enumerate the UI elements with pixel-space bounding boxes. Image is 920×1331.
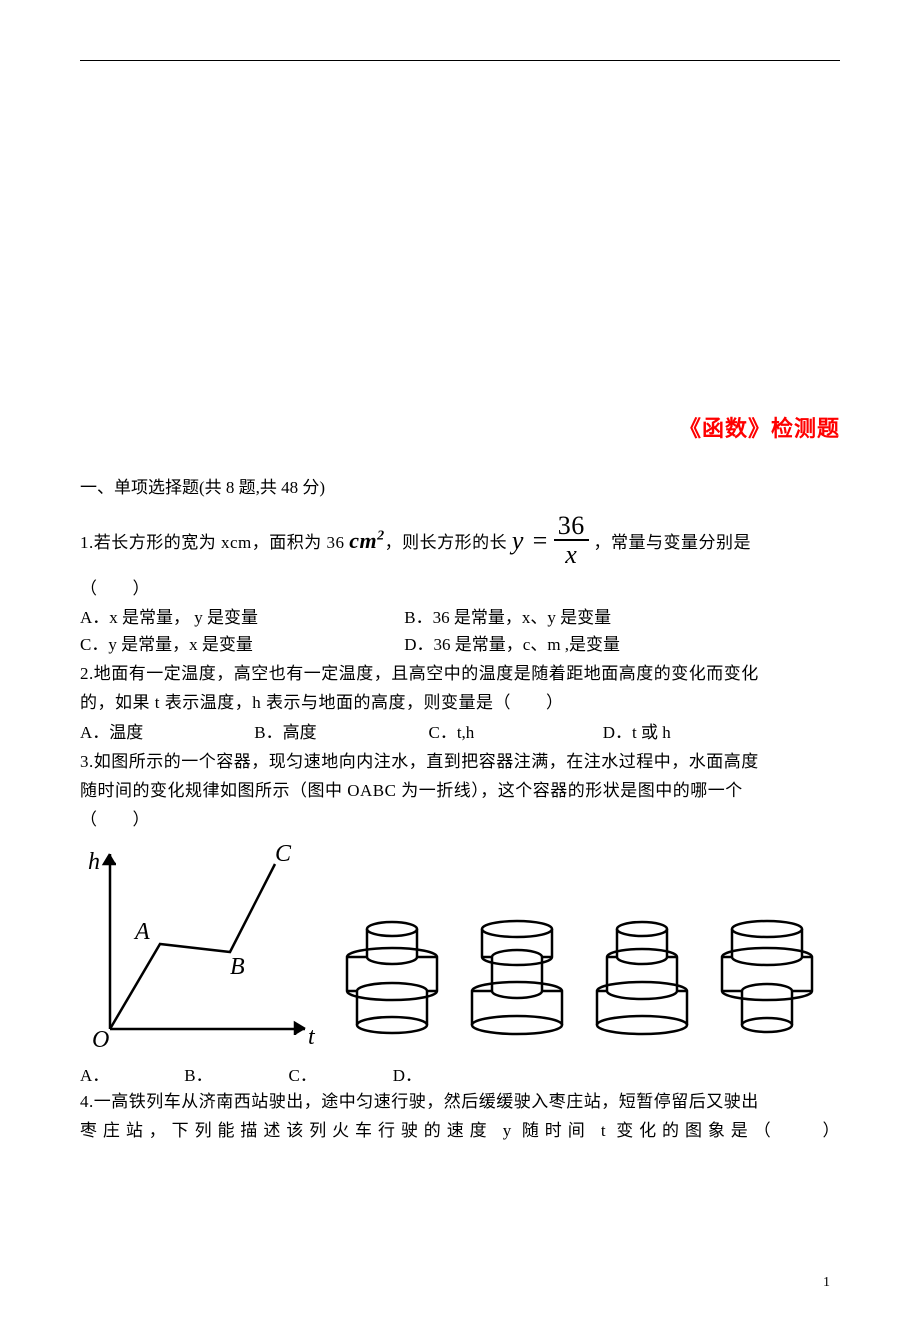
page-number: 1 [80, 1275, 840, 1291]
axis-h-label: h [88, 849, 100, 875]
q3-line1: 3.如图所示的一个容器，现匀速地向内注水，直到把容器注满，在注水过程中，水面高度 [80, 748, 840, 775]
q1-mid: ，则长方形的长 [385, 533, 508, 552]
q3-figures-row: h t O A B C [80, 839, 840, 1059]
q1-opts-row1: A．x 是常量， y 是变量 B．36 是常量，x、y 是变量 [80, 604, 840, 631]
q1-tail: ，常量与变量分别是 [594, 533, 752, 552]
cm2-unit: cm2 [349, 528, 384, 553]
container-D [705, 889, 830, 1059]
y-equals: y = [512, 520, 549, 562]
q2-optD: D．t 或 h [603, 719, 671, 746]
q3-abcd-A: A． [80, 1061, 180, 1086]
q3-line3: （ ） [80, 806, 840, 833]
section-1-label: 一、单项选择题(共 8 题,共 48 分) [80, 473, 840, 498]
q2-optA: A．温度 [80, 719, 250, 746]
q2-line2: 的，如果 t 表示温度，h 表示与地面的高度，则变量是（ ） [80, 689, 840, 716]
q1-lead: 1.若长方形的宽为 xcm，面积为 36 [80, 533, 345, 552]
axis-t-label: t [308, 1024, 316, 1050]
q1-optD: D．36 是常量，c、m ,是变量 [404, 631, 620, 658]
doc-title: 《函数》检测题 [80, 411, 840, 443]
q2-line1: 2.地面有一定温度，高空也有一定温度，且高空中的温度是随着距地面高度的变化而变化 [80, 660, 840, 687]
q1-optB: B．36 是常量，x、y 是变量 [404, 604, 611, 631]
origin-label: O [92, 1027, 109, 1053]
container-B [455, 889, 580, 1059]
q1-line1: 1.若长方形的宽为 xcm，面积为 36 cm2，则长方形的长 y = 36 x… [80, 516, 840, 573]
q1-paren: （ ） [80, 575, 840, 602]
point-B-label: B [230, 954, 245, 980]
q2-optB: B．高度 [254, 719, 424, 746]
top-rule [80, 60, 840, 61]
container-A [330, 889, 455, 1059]
fraction-36-over-x: 36 x [554, 512, 589, 569]
point-C-label: C [275, 841, 292, 867]
q3-abcd-D: D． [393, 1061, 422, 1086]
point-A-label: A [133, 919, 150, 945]
q3-abcd-B: B． [184, 1061, 284, 1086]
q2-optC: C．t,h [429, 719, 599, 746]
q4-line1: 4.一高铁列车从济南西站驶出，途中匀速行驶，然后缓缓驶入枣庄站，短暂停留后又驶出 [80, 1088, 840, 1115]
q3-line2: 随时间的变化规律如图所示（图中 OABC 为一折线），这个容器的形状是图中的哪一… [80, 777, 840, 804]
q1-optA: A．x 是常量， y 是变量 [80, 604, 400, 631]
q3-abcd-C: C． [289, 1061, 389, 1086]
q1-opts-row2: C．y 是常量，x 是变量 D．36 是常量，c、m ,是变量 [80, 631, 840, 658]
q3-abcd-row: A． B． C． D． [80, 1061, 840, 1086]
container-C [580, 889, 705, 1059]
q4-line2: 枣庄站，下列能描述该列火车行驶的速度 y 随时间 t 变化的图象是（ ） [80, 1117, 840, 1144]
q1-optC: C．y 是常量，x 是变量 [80, 631, 400, 658]
q2-opts: A．温度 B．高度 C．t,h D．t 或 h [80, 719, 840, 746]
q3-line-graph: h t O A B C [80, 839, 330, 1059]
